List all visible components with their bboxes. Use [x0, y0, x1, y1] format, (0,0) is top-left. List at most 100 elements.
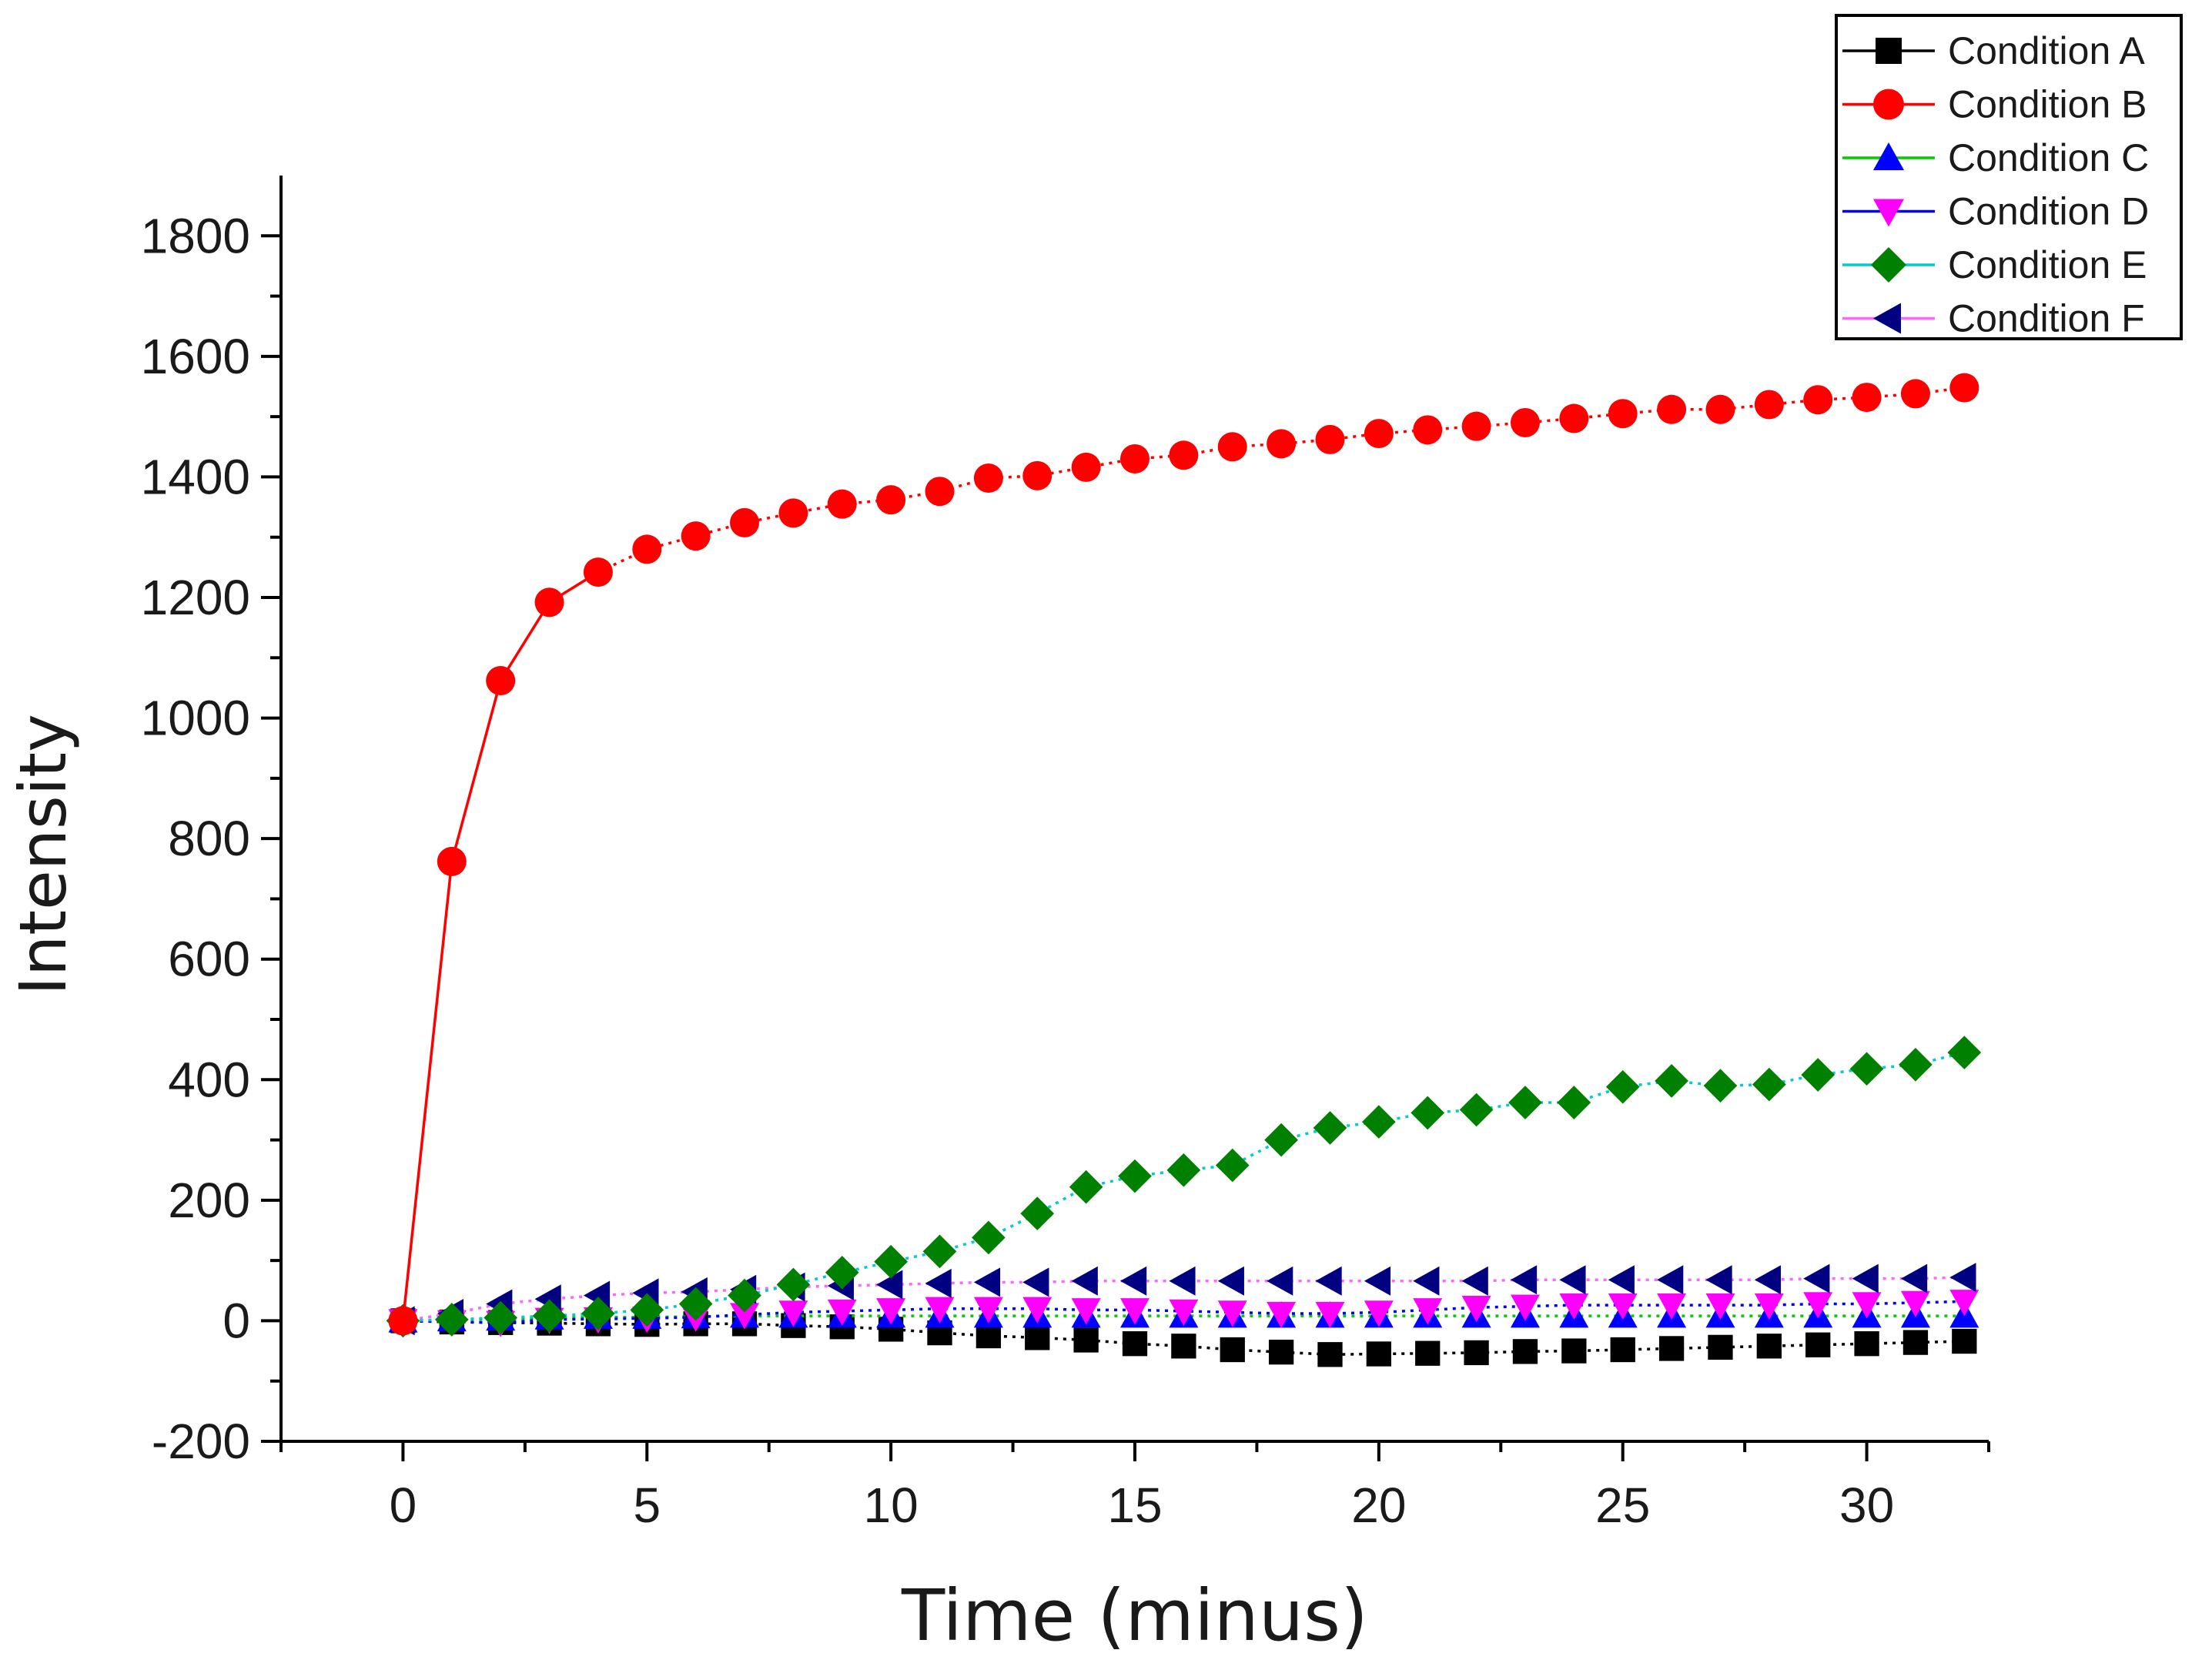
data-point [973, 1297, 1003, 1324]
data-point [1657, 1293, 1687, 1320]
data-point [1364, 1266, 1391, 1296]
data-point [776, 1267, 811, 1302]
data-point [1510, 1294, 1540, 1321]
data-point [1461, 411, 1491, 441]
data-point [1605, 1069, 1640, 1104]
data-point [1268, 1339, 1294, 1365]
data-point [1264, 1123, 1298, 1157]
data-point [1703, 1069, 1738, 1103]
data-point [1852, 383, 1882, 413]
legend-label: Condition B [1948, 83, 2147, 126]
data-point [1854, 1331, 1879, 1357]
legend: Condition A Condition B Condition C Conditi… [1835, 14, 2183, 340]
data-point [1071, 1266, 1098, 1296]
data-point [1411, 1096, 1445, 1130]
data-point [1947, 1036, 1982, 1069]
y-tick-label: 0 [223, 1293, 250, 1348]
data-point [1949, 1290, 1979, 1317]
data-point [1220, 1337, 1245, 1363]
data-point [1902, 1330, 1929, 1355]
data-point [1705, 394, 1735, 424]
x-tick-label: 5 [633, 1478, 661, 1533]
data-point [1413, 1266, 1440, 1296]
series-condition-b [388, 373, 1979, 1336]
data-point [1169, 440, 1199, 470]
data-point [1803, 1292, 1833, 1319]
data-point [1171, 1334, 1196, 1359]
data-point [532, 1299, 567, 1334]
x-tick-label: 15 [1107, 1478, 1162, 1533]
data-point [1071, 452, 1101, 482]
data-point [581, 1297, 615, 1330]
data-point [1313, 1111, 1347, 1145]
data-point [1510, 407, 1540, 437]
data-point [1559, 1265, 1586, 1295]
data-point [1459, 1093, 1494, 1127]
data-point [1069, 1170, 1103, 1204]
data-point [1025, 1325, 1050, 1350]
legend-label: Condition C [1948, 136, 2149, 179]
data-point [922, 1234, 957, 1269]
data-point [1120, 443, 1150, 474]
data-point [925, 477, 955, 507]
data-point [1756, 1334, 1782, 1359]
y-tick-label: -200 [152, 1414, 250, 1469]
data-point [1510, 1265, 1538, 1295]
data-point [1022, 1267, 1049, 1297]
data-point [1120, 1266, 1147, 1296]
data-point [730, 1303, 760, 1330]
data-point [1315, 424, 1345, 454]
data-point [1708, 1334, 1733, 1360]
series-line [597, 386, 1965, 574]
data-point [1657, 394, 1687, 424]
y-tick-label: 1600 [141, 329, 250, 384]
legend-label: Condition E [1948, 243, 2147, 286]
data-point [1217, 1266, 1244, 1296]
data-point [1852, 1292, 1882, 1319]
data-point [1267, 1301, 1297, 1329]
data-point [876, 1298, 906, 1325]
data-point [1413, 1298, 1443, 1325]
series-condition-e [386, 1036, 1982, 1338]
data-point [925, 1297, 955, 1324]
data-point [1366, 1341, 1392, 1367]
data-point [1461, 1296, 1491, 1323]
data-point [925, 1268, 952, 1298]
y-tick-label: 600 [168, 932, 250, 987]
data-point [1020, 1196, 1055, 1230]
data-point [973, 1267, 1001, 1297]
data-point [1754, 1293, 1784, 1320]
data-point [437, 846, 467, 876]
data-point [486, 666, 516, 696]
data-point [1900, 1290, 1930, 1317]
data-point [1561, 1338, 1587, 1364]
data-point [876, 485, 906, 515]
data-point [1413, 415, 1443, 445]
data-point [1364, 1300, 1394, 1327]
data-point [1166, 1153, 1201, 1187]
data-point [484, 1300, 518, 1335]
data-point [1608, 1293, 1638, 1320]
y-tick-label: 1800 [141, 208, 250, 263]
data-point [1559, 1293, 1589, 1320]
data-point [1512, 1339, 1538, 1364]
data-point [1317, 1342, 1343, 1367]
data-point [1900, 379, 1930, 409]
data-point [778, 1300, 808, 1327]
data-point [388, 1306, 418, 1336]
data-point [778, 498, 808, 528]
x-axis-title: Time (minus) [901, 1575, 1368, 1657]
y-tick-label: 400 [168, 1052, 250, 1107]
data-point [630, 1293, 664, 1327]
data-point [1658, 1336, 1685, 1361]
data-point [972, 1220, 1006, 1255]
data-point [973, 463, 1003, 493]
data-point [827, 1299, 857, 1326]
data-point [1122, 1331, 1148, 1357]
data-point [1949, 373, 1979, 403]
axes: -200 0 200 400 600 800 1000 1200 1400 1600 1800 0 5 1… [141, 176, 1990, 1533]
data-point [1120, 1298, 1150, 1325]
y-tick-label: 200 [168, 1173, 250, 1228]
data-point [1803, 385, 1833, 415]
